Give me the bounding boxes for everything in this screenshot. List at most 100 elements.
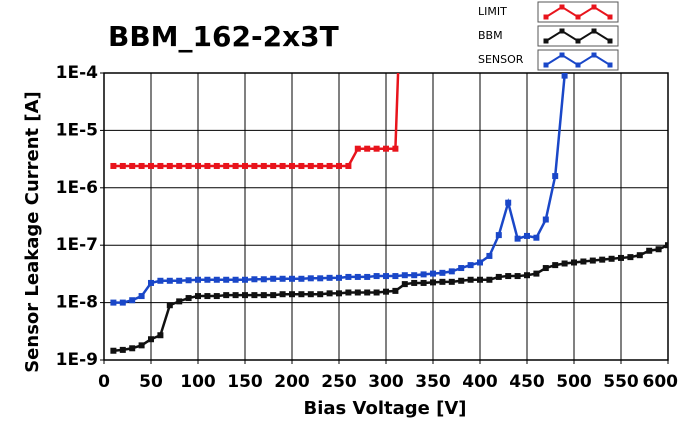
point [383, 273, 389, 280]
point [176, 298, 183, 305]
point [486, 276, 493, 283]
point [383, 288, 389, 295]
point [336, 162, 342, 169]
point [505, 273, 512, 280]
point [213, 162, 220, 169]
legend-marker [543, 38, 549, 44]
point [542, 216, 549, 223]
point [242, 162, 248, 169]
point [307, 162, 314, 169]
point [119, 346, 126, 353]
point [345, 289, 352, 296]
point [129, 162, 136, 169]
point [448, 268, 455, 275]
x-tick-label: 350 [415, 372, 451, 392]
point [251, 292, 258, 299]
point [289, 275, 295, 282]
point [213, 276, 220, 283]
point [665, 242, 668, 249]
point [110, 162, 117, 169]
legend-swatch-box [537, 49, 619, 71]
point [289, 162, 295, 169]
point [364, 145, 371, 152]
point [599, 256, 606, 263]
point [260, 292, 267, 299]
x-tick-label: 100 [180, 372, 216, 392]
point [176, 277, 183, 284]
point [646, 247, 653, 254]
point [401, 272, 408, 279]
point [411, 272, 418, 279]
point [138, 162, 145, 169]
point [514, 235, 521, 242]
point [279, 275, 286, 282]
y-tick-label: 1E-4 [56, 63, 98, 83]
y-tick-label: 1E-8 [56, 293, 98, 313]
legend-marker [591, 4, 597, 10]
point [561, 260, 568, 267]
point [251, 162, 258, 169]
legend-marker [543, 14, 549, 20]
point [157, 277, 164, 284]
point [270, 275, 277, 282]
legend-swatch-box [537, 1, 619, 23]
point [289, 291, 295, 298]
point [533, 270, 540, 277]
x-tick-label: 300 [368, 372, 404, 392]
point [232, 276, 239, 283]
x-tick-label: 450 [509, 372, 545, 392]
point [524, 232, 530, 239]
point [242, 292, 248, 299]
point [279, 291, 286, 298]
point [514, 273, 521, 280]
y-tick-label: 1E-9 [56, 350, 98, 370]
point [467, 276, 474, 283]
y-tick-label: 1E-5 [56, 120, 98, 140]
legend-label: SENSOR [478, 53, 524, 66]
point [345, 273, 352, 280]
plot-content [110, 13, 668, 354]
point [336, 290, 342, 297]
point [477, 259, 483, 266]
point [129, 345, 136, 352]
point [458, 277, 465, 284]
point [439, 269, 446, 276]
y-axis-label: Sensor Leakage Current [A] [22, 91, 43, 373]
point [166, 277, 173, 284]
y-tick-label: 1E-7 [56, 235, 98, 255]
point [354, 145, 361, 152]
point [486, 252, 493, 259]
x-tick-label: 50 [139, 372, 163, 392]
point [110, 299, 117, 306]
point [608, 255, 615, 262]
point [326, 290, 333, 297]
point [232, 162, 239, 169]
point [260, 276, 267, 283]
point [397, 13, 403, 19]
point [307, 275, 314, 282]
point [157, 162, 164, 169]
legend-marker [607, 14, 613, 20]
point [336, 274, 342, 281]
point [430, 270, 436, 277]
legend-marker [575, 14, 581, 20]
point [195, 293, 201, 300]
point [148, 279, 154, 286]
point [176, 162, 183, 169]
point [627, 254, 634, 261]
point [571, 259, 577, 266]
point [260, 162, 267, 169]
point [439, 278, 446, 285]
point [223, 292, 230, 299]
point [157, 332, 164, 339]
point [552, 262, 559, 269]
x-tick-label: 500 [556, 372, 592, 392]
point [195, 162, 201, 169]
point [298, 275, 305, 282]
point [279, 162, 286, 169]
point [467, 262, 474, 269]
point [138, 293, 145, 300]
point [495, 273, 502, 280]
point [232, 292, 239, 299]
point [119, 162, 126, 169]
